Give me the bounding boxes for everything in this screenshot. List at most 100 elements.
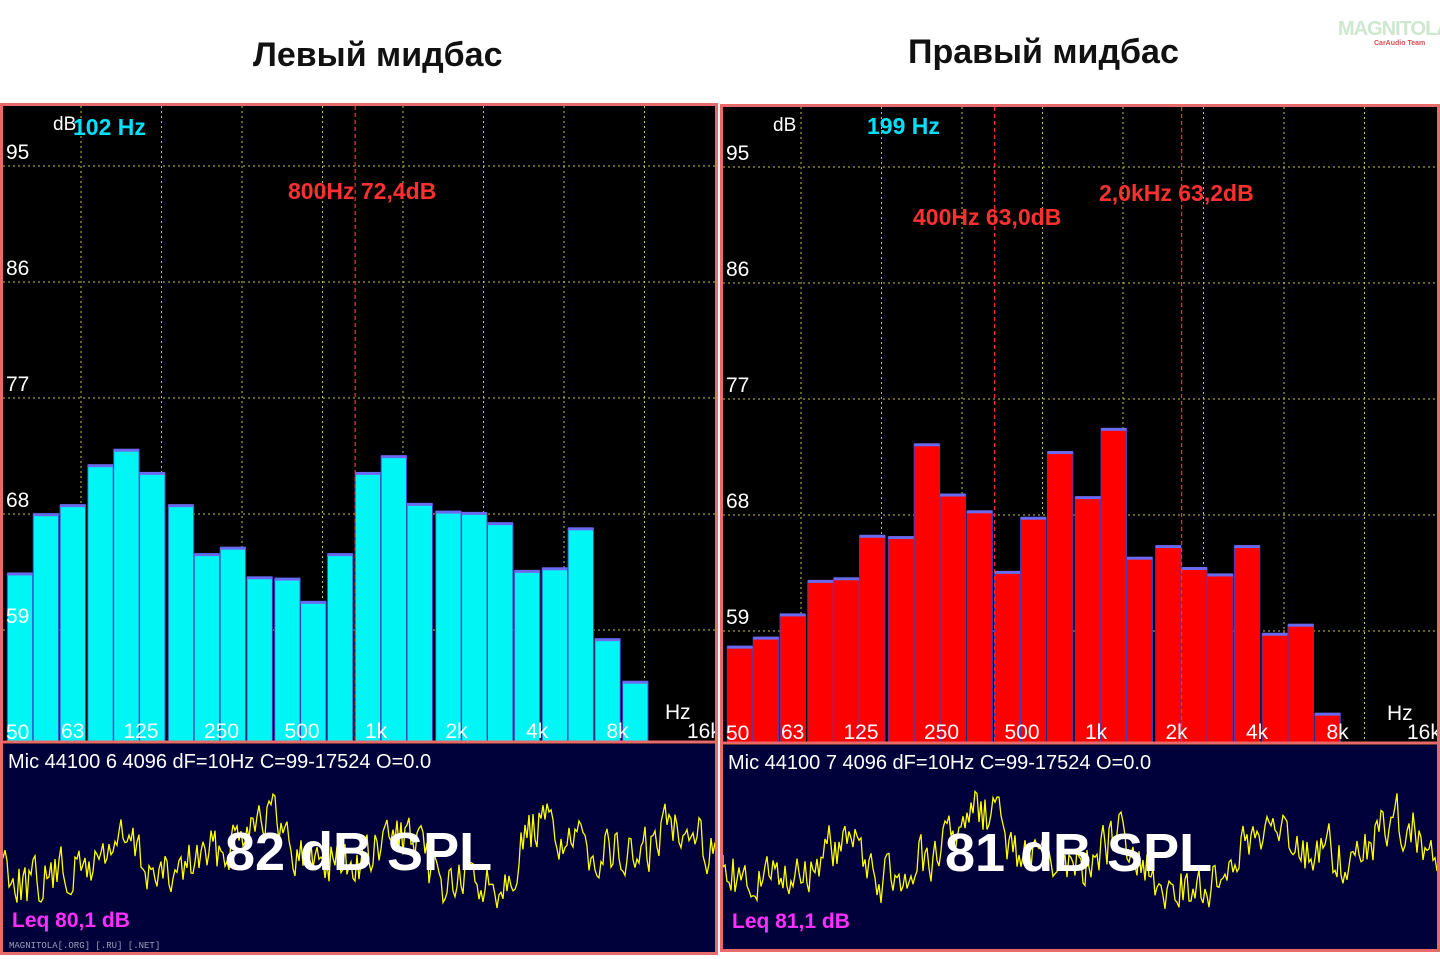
logo-subtext: CarAudio Team [1374,40,1426,47]
spectrum-bar-cap [194,553,220,557]
spectrum-bar-cap [1207,573,1233,577]
spectrum-bar [859,535,886,743]
x-tick-label: 1k [1085,721,1108,744]
marker-label: 2,0kHz 63,2dB [1099,180,1254,206]
spectrum-bar [486,522,514,742]
spectrum-bar-cap [113,448,140,452]
spectrum-bar [807,580,834,743]
audio-waveform [723,789,1437,909]
spectrum-bar [380,455,408,742]
spectrum-bar [1074,496,1102,743]
x-tick-label: 8k [1327,721,1350,744]
x-tick-label: 2k [1166,721,1189,744]
spectrum-bar-cap [461,511,488,515]
y-tick-label: 77 [6,373,29,396]
spectrum-bar-cap [966,510,993,514]
waveform-background [3,744,715,952]
spectrum-bar-cap [487,522,513,526]
spectrum-bar [1155,545,1182,743]
spectrum-bar [541,567,569,742]
x-tick-label: 4k [1246,721,1269,744]
y-tick-label: 59 [6,605,29,628]
spectrum-bar [139,472,166,742]
spectrum-bar [1287,624,1314,743]
spectrum-bar-cap [833,577,860,581]
left-midbass-title: Левый мидбас [253,36,503,74]
spectrum-bar [1100,428,1128,743]
logo-text: MAGNITOLA [1338,18,1440,40]
spectrum-bar-cap [1314,712,1341,716]
spectrum-bar [167,504,195,742]
spectrum-bar [567,527,594,742]
spectrum-bar [87,464,114,742]
spectrum-bar-cap [381,455,407,459]
analyzer-info-text: Mic 44100 7 4096 dF=10Hz C=99-17524 O=0.… [728,752,1151,774]
spectrum-bar-cap [1181,567,1208,570]
x-tick-label: 63 [781,721,804,744]
spectrum-bar [193,553,221,742]
spectrum-bar-cap [60,504,86,508]
magnitola-logo: MAGNITOLA CarAudio Team [1338,18,1440,52]
spectrum-bar-cap [753,636,779,640]
right-analyzer-panel: 95 86 77 68 59 50 dB 63 125 250 500 1k 2k 4k 8k 16k Hz 19… [720,104,1440,952]
spectrum-bar-cap [1234,545,1260,549]
spectrum-bar-cap [1126,556,1153,560]
spectrum-bar-cap [940,493,966,497]
spectrum-bar-cap [1101,427,1127,431]
spectrum-bar-cap [594,638,621,642]
marker-label: 400Hz 63,0dB [913,204,1061,230]
y-tick-label: 95 [6,141,29,164]
spectrum-bar-cap [542,567,568,571]
spectrum-bar [779,613,806,743]
spectrum-bar-cap [1047,451,1073,454]
audio-waveform [3,792,715,909]
right-midbass-title: Правый мидбас [908,33,1179,71]
spectrum-bar [1206,573,1234,743]
spectrum-bar-cap [727,645,753,649]
spectrum-bar [326,553,354,742]
spectrum-bar [113,449,140,742]
cursor-frequency-label: 199 Hz [867,113,940,139]
spectrum-bar-cap [7,572,33,576]
spectrum-bar-cap [87,464,114,468]
x-tick-label: 2k [446,720,469,743]
spectrum-bar [1181,567,1208,743]
y-tick-label: 86 [6,257,29,280]
spectrum-bar-cap [300,600,327,604]
x-tick-label: 250 [924,721,959,744]
spectrum-bar-cap [859,534,886,538]
spl-readout: 82 dB SPL [225,822,492,882]
spectrum-bar-cap [622,680,649,684]
spectrum-bar-cap [780,613,806,617]
leq-readout: Leq 81,1 dB [732,910,850,933]
spectrum-bar-cap [1075,496,1101,500]
spectrum-bar [752,637,780,743]
spectrum-bar [726,646,754,743]
spectrum-bar-cap [435,510,462,514]
spectrum-bar [300,601,327,742]
spectrum-bar-cap [1262,632,1288,636]
spectrum-bar [246,576,273,742]
y-tick-label: 50 [726,722,749,745]
x-tick-label: 16k [1407,721,1437,744]
x-axis-label: Hz [665,701,691,724]
spectrum-bar-cap [406,502,433,506]
spectrum-bar-cap [220,546,246,550]
spectrum-bar-cap [1155,545,1182,549]
spectrum-bar [32,513,60,742]
spectrum-bar [274,578,301,742]
spectrum-bar [1046,451,1074,743]
spectrum-bar [219,547,247,742]
spectrum-bar [1233,545,1261,743]
leq-readout: Leq 80,1 dB [12,909,130,932]
spectrum-bar [1126,557,1153,743]
spectrum-bar [939,494,967,743]
spectrum-bar-cap [168,504,194,508]
x-tick-label: 500 [1005,721,1040,744]
spectrum-bar-cap [355,471,381,475]
y-tick-label: 50 [6,721,29,744]
watermark-text: MAGNITOLA[.ORG] [.RU] [.NET] [9,941,160,951]
spectrum-bar [6,572,34,742]
